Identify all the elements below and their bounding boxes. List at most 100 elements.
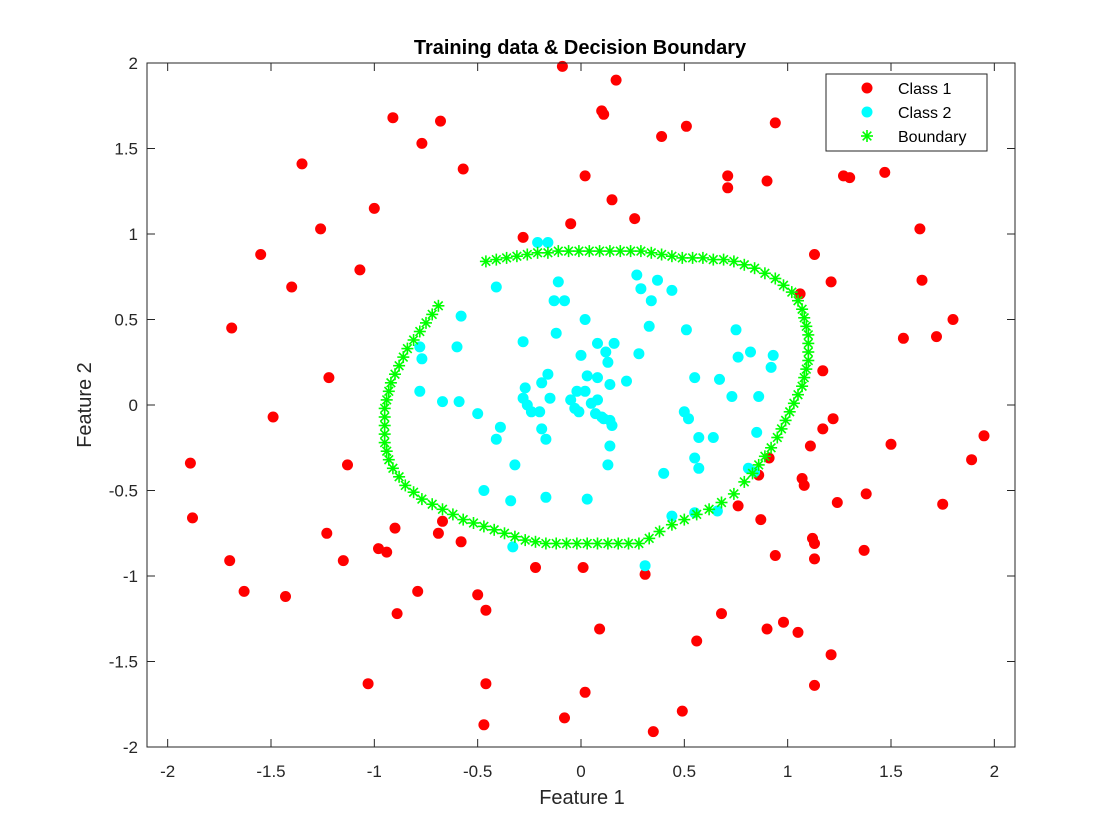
class-2-point	[689, 372, 701, 384]
class-2-point	[416, 353, 428, 365]
y-tick-label: -0.5	[109, 482, 138, 501]
y-tick-label: 0.5	[114, 311, 138, 330]
class-2-point	[631, 269, 643, 281]
boundary-point	[752, 458, 765, 471]
boundary-point	[775, 422, 788, 435]
boundary-point	[738, 258, 751, 271]
class-1-point	[680, 120, 692, 132]
boundary-point	[407, 486, 420, 499]
boundary-point	[498, 527, 511, 540]
class-1-point	[755, 514, 767, 526]
class-2-point	[621, 375, 632, 387]
legend-class-2-marker	[861, 106, 873, 118]
x-tick-label: -0.5	[463, 762, 492, 781]
boundary-point	[413, 325, 426, 338]
boundary-point	[378, 419, 391, 432]
boundary-point	[769, 272, 782, 285]
class-2-point	[604, 440, 616, 452]
class-2-point	[711, 505, 723, 517]
boundary-point	[771, 431, 784, 444]
class-2-point	[490, 433, 502, 445]
boundary-point	[624, 245, 637, 258]
legend: Class 1 Class 2 Boundary	[825, 73, 988, 152]
class-2-point	[540, 433, 552, 445]
class-1-point	[530, 562, 541, 573]
class-1-point	[825, 276, 837, 288]
class-2-point	[751, 426, 763, 438]
class-1-point	[556, 60, 568, 72]
x-tick-label: 0	[576, 762, 585, 781]
class-1-point	[354, 264, 366, 276]
class-1-point	[947, 314, 959, 325]
class-2-point	[658, 467, 670, 479]
boundary-point	[748, 262, 761, 275]
boundary-point	[401, 342, 414, 355]
class-2-point	[414, 385, 426, 397]
boundary-point	[378, 428, 391, 441]
class-2-point	[689, 452, 701, 464]
class-2-point	[536, 423, 548, 435]
class-2-point	[693, 462, 705, 474]
class-2-point	[602, 356, 614, 368]
class-1-point	[825, 649, 837, 661]
boundary-point	[665, 250, 678, 263]
class-1-point	[286, 281, 298, 293]
class-1-point	[437, 515, 448, 527]
boundary-point	[393, 470, 406, 483]
boundary-point	[562, 245, 575, 258]
class-1-point	[238, 585, 250, 597]
class-1-point	[931, 331, 942, 343]
boundary-point	[653, 525, 666, 538]
data-marks	[184, 60, 990, 738]
x-tick-label: 2	[990, 762, 999, 781]
class-1-point	[337, 555, 349, 567]
boundary-point	[715, 496, 728, 509]
boundary-point	[581, 537, 594, 550]
boundary-point	[798, 371, 811, 384]
boundary-point	[531, 246, 544, 259]
class-1-point	[457, 163, 469, 175]
boundary-point	[792, 388, 804, 401]
class-1-point	[315, 223, 327, 235]
boundary-point	[796, 380, 809, 393]
class-2-point	[635, 283, 647, 295]
class-2-point	[532, 237, 544, 248]
class-2-point	[507, 541, 519, 553]
axis-ticks	[147, 62, 1015, 748]
boundary-point	[426, 498, 439, 511]
boundary-point	[787, 397, 800, 410]
boundary-point	[591, 537, 604, 550]
class-2-point	[455, 310, 467, 322]
class-1-point	[722, 170, 734, 182]
boundary-point	[393, 359, 406, 372]
class-2-point	[559, 295, 570, 307]
class-1-point	[809, 249, 820, 260]
y-tick-label: 0	[129, 396, 138, 415]
boundary-point	[796, 303, 809, 316]
class-2-point	[542, 237, 554, 248]
boundary-point	[389, 368, 401, 381]
class-1-point	[594, 623, 606, 635]
class-2-point	[453, 396, 465, 408]
class-2-point	[732, 351, 744, 363]
class-2-point	[592, 337, 603, 349]
class-2-point	[536, 377, 548, 389]
legend-boundary-marker	[861, 130, 873, 142]
class-1-point	[792, 626, 804, 638]
class-1-point	[389, 522, 401, 534]
class-2-point	[548, 295, 560, 307]
boundary-point	[382, 385, 395, 398]
class-2-point	[680, 324, 692, 336]
boundary-point	[783, 405, 796, 418]
class-2-point	[606, 420, 618, 431]
class-2-point	[525, 406, 537, 418]
class-1-point	[565, 218, 577, 230]
class-2-point	[437, 396, 448, 408]
class-1-point	[722, 182, 734, 194]
boundary-point	[727, 487, 740, 500]
plot-area	[147, 63, 1015, 747]
boundary-point	[696, 251, 709, 264]
boundary-point	[622, 537, 635, 550]
boundary-point	[665, 518, 678, 531]
boundary-point	[382, 453, 395, 466]
